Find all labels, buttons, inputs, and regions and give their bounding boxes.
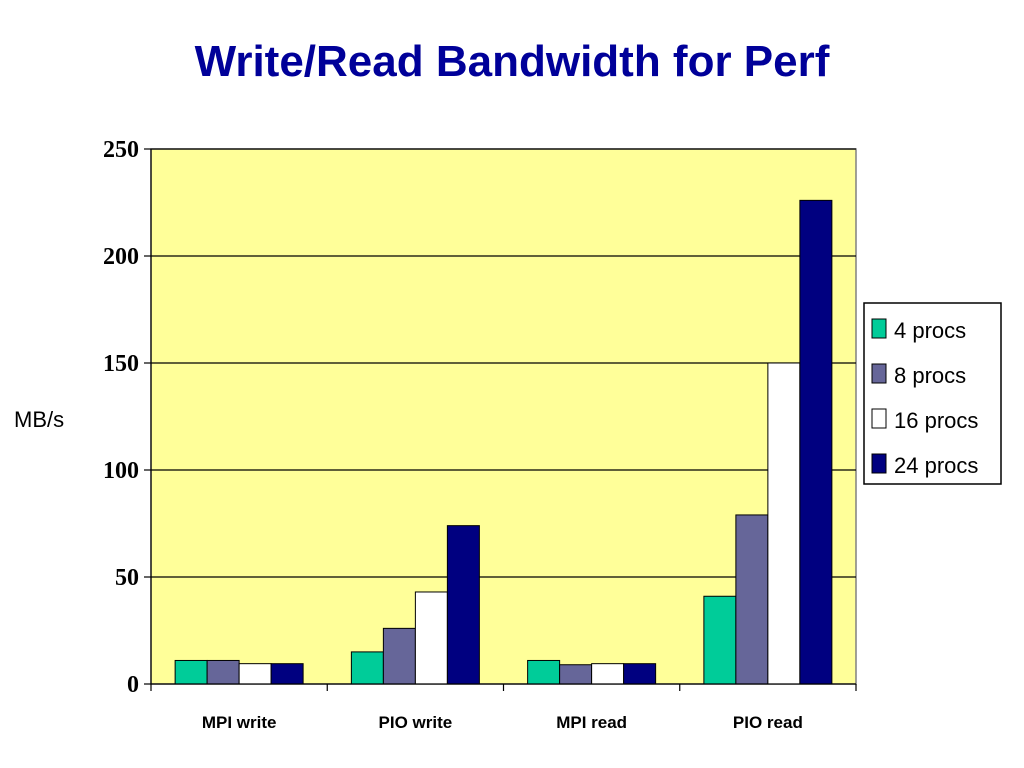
x-tick-labels: MPI write PIO write MPI read PIO read <box>202 713 803 732</box>
legend-label: 24 procs <box>894 453 978 478</box>
y-axis-label: MB/s <box>14 407 64 432</box>
legend-label: 4 procs <box>894 318 966 343</box>
bar <box>270 663 304 685</box>
y-tick-label: 200 <box>103 244 139 270</box>
x-tick-label: PIO write <box>379 713 453 732</box>
legend: 4 procs 8 procs 16 procs 24 procs <box>871 318 978 478</box>
legend-swatch <box>871 363 887 384</box>
bar <box>414 591 448 685</box>
bar <box>446 525 480 685</box>
y-tick-label: 0 <box>127 672 139 698</box>
x-tick-label: PIO read <box>733 713 803 732</box>
bar <box>174 659 208 685</box>
legend-label: 16 procs <box>894 408 978 433</box>
bar <box>350 651 384 685</box>
legend-swatch <box>871 453 887 474</box>
y-tick-label: 150 <box>103 351 139 377</box>
y-tick-label: 250 <box>103 137 139 163</box>
bar <box>238 663 272 685</box>
bars <box>174 199 833 685</box>
bar <box>703 595 737 685</box>
chart-title: Write/Read Bandwidth for Perf <box>195 37 830 86</box>
legend-swatch <box>871 408 887 429</box>
bar <box>591 663 625 685</box>
bar <box>559 664 593 685</box>
axes <box>144 148 857 691</box>
bar <box>382 627 416 685</box>
bar <box>527 659 561 685</box>
bar <box>623 663 657 685</box>
bar <box>206 659 240 685</box>
bar <box>767 362 801 685</box>
legend-label: 8 procs <box>894 363 966 388</box>
x-tick-label: MPI read <box>556 713 627 732</box>
y-tick-label: 50 <box>115 565 139 591</box>
x-tick-label: MPI write <box>202 713 277 732</box>
y-tick-label: 100 <box>103 458 139 484</box>
legend-swatch <box>871 318 887 339</box>
legend-box <box>863 302 1002 485</box>
bar <box>799 199 833 685</box>
bar <box>735 514 769 685</box>
y-tick-labels: 0 50 100 150 200 250 <box>103 137 139 698</box>
